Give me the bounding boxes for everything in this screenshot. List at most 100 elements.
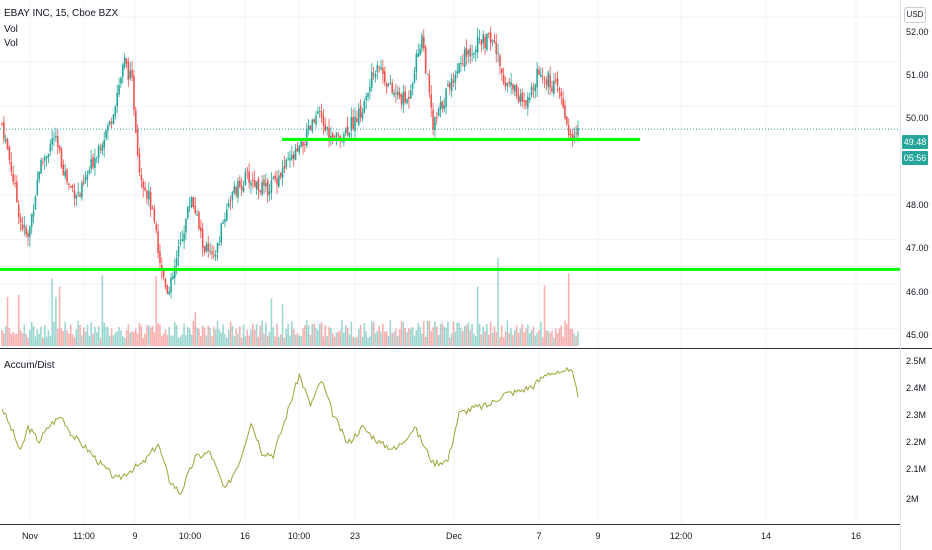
candle-body: [404, 91, 406, 103]
volume-bar: [335, 332, 338, 346]
candle-body: [478, 38, 481, 40]
candle-body: [174, 266, 176, 278]
candle-body: [413, 73, 416, 83]
volume-bar: [435, 326, 438, 346]
volume-bar: [549, 332, 551, 346]
indicator-legend[interactable]: Accum/Dist: [4, 360, 55, 371]
candle-body: [365, 96, 367, 101]
volume-bar: [86, 324, 89, 346]
volume-bar: [424, 336, 427, 346]
candle-body: [149, 191, 152, 210]
volume-bar: [426, 320, 429, 346]
volume-bar: [60, 328, 63, 346]
candle-body: [133, 75, 135, 111]
candle-body: [278, 175, 280, 187]
volume-bar: [554, 328, 557, 346]
volume-bar: [292, 328, 295, 346]
candle-body: [140, 174, 143, 180]
price-tick: 48.00: [906, 200, 929, 210]
volume-bar: [166, 335, 169, 346]
volume-bar: [395, 328, 397, 346]
volume-bar: [432, 327, 434, 346]
candle-body: [454, 75, 457, 83]
volume-bar: [463, 325, 466, 346]
volume-bar: [265, 322, 267, 346]
volume-legend-1[interactable]: Vol: [4, 24, 18, 35]
volume-bar: [160, 335, 163, 346]
candle-body: [103, 140, 105, 148]
volume-bar: [51, 278, 53, 346]
volume-bar: [103, 322, 105, 346]
volume-bar: [144, 333, 146, 346]
time-label: Dec: [446, 531, 463, 541]
volume-bar: [75, 329, 78, 346]
volume-bar: [489, 321, 492, 346]
volume-bar: [475, 336, 477, 346]
candle-body: [95, 157, 98, 159]
volume-bar: [341, 320, 343, 346]
indicator-scale[interactable]: 2.5M 2.4M 2.3M 2.2M 2.1M 2M: [906, 356, 926, 504]
candle-body: [532, 87, 535, 89]
volume-bar: [108, 335, 111, 346]
volume-bar: [255, 324, 258, 346]
candle-body: [94, 158, 96, 169]
volume-bar: [512, 334, 514, 346]
volume-bar: [545, 330, 548, 346]
volume-bar: [305, 320, 308, 346]
candle-body: [129, 70, 132, 79]
volume-bar: [289, 335, 291, 346]
volume-bar: [460, 327, 462, 346]
volume-bar: [146, 325, 148, 346]
candle-body: [426, 74, 429, 76]
volume-bar: [471, 324, 473, 346]
volume-bar: [138, 322, 141, 346]
volume-bar: [259, 325, 262, 346]
indicator-tick: 2.2M: [906, 437, 926, 447]
volume-bar: [218, 329, 221, 346]
volume-bar: [68, 333, 70, 346]
candle-body: [311, 119, 314, 132]
volume-bar: [486, 323, 488, 346]
volume-bar: [359, 324, 362, 346]
candle-body: [25, 227, 27, 235]
volume-bar: [240, 337, 243, 346]
candle-body: [341, 140, 343, 142]
volume-bar: [88, 335, 91, 346]
candle-body: [452, 80, 455, 82]
candle-body: [257, 178, 260, 191]
volume-bar: [331, 333, 334, 346]
volume-bar: [517, 332, 520, 346]
volume-bar: [66, 330, 68, 346]
candle-body: [183, 233, 185, 242]
candle-body: [32, 211, 35, 217]
candle-body: [23, 225, 26, 228]
volume-bar: [131, 331, 133, 346]
time-label: 9: [132, 531, 137, 541]
volume-bar: [317, 329, 319, 346]
candle-body: [322, 116, 325, 126]
candle-body: [45, 156, 48, 159]
price-scale[interactable]: 52.00 51.00 50.00 48.00 47.00 46.00 45.0…: [906, 27, 929, 340]
volume-bar: [562, 336, 564, 346]
volume-bar: [419, 326, 421, 346]
volume-bar: [27, 337, 29, 346]
candle-body: [514, 85, 516, 92]
volume-bar: [480, 334, 483, 346]
candle-body: [376, 65, 379, 73]
candle-body: [240, 185, 243, 191]
volume-bar: [47, 330, 50, 346]
candle-body: [448, 82, 451, 89]
candle-body: [549, 75, 551, 88]
volume-bar: [116, 331, 118, 346]
symbol-title[interactable]: EBAY INC, 15, Cboe BZX: [4, 8, 119, 19]
candle-body: [19, 217, 22, 223]
currency-button[interactable]: USD: [904, 7, 926, 23]
volume-bar: [493, 326, 496, 346]
volume-bar: [79, 324, 81, 346]
candle-body: [6, 139, 9, 150]
volume-bar: [445, 327, 447, 346]
volume-legend-2[interactable]: Vol: [4, 38, 18, 49]
volume-bar: [29, 329, 31, 346]
time-axis[interactable]: Nov 11:00 9 10:00 16 10:00 23 Dec 7 9 12…: [22, 531, 861, 541]
